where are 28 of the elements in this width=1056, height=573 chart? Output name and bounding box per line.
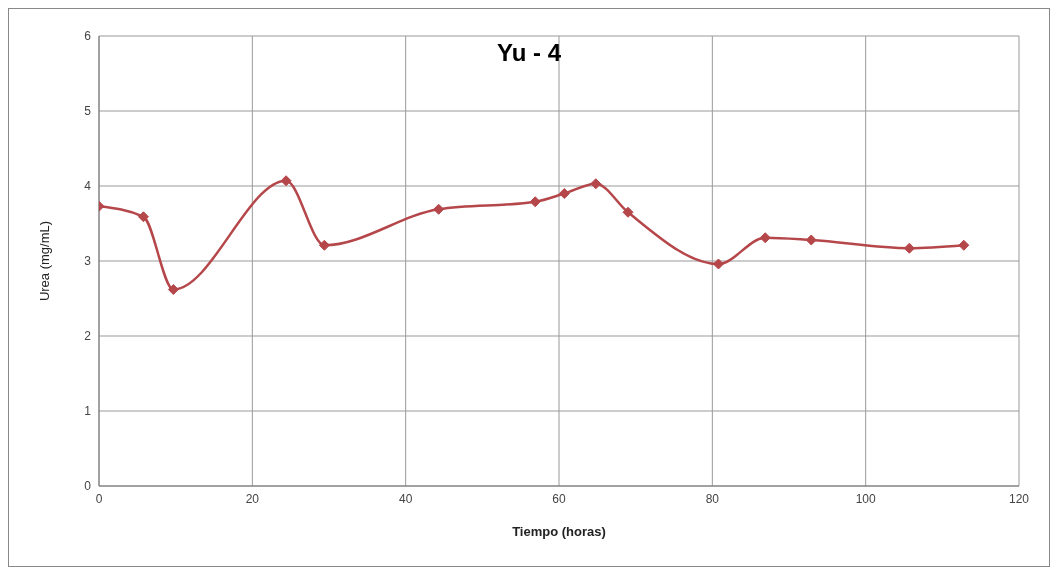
point	[529, 196, 541, 208]
point	[622, 206, 634, 218]
y-tick-label: 5	[84, 104, 92, 119]
point	[280, 175, 292, 187]
point	[759, 232, 771, 244]
x-tick-label: 20	[245, 491, 260, 506]
y-tick-label: 1	[84, 404, 92, 419]
point	[433, 203, 445, 215]
y-tick-label: 0	[84, 479, 92, 494]
x-tick-label: 80	[705, 491, 720, 506]
chart-title: Yu - 4	[496, 39, 562, 66]
point	[558, 188, 570, 199]
x-tick-label: 100	[855, 491, 876, 506]
x-tick-label: 120	[1008, 491, 1030, 506]
y-tick-label: 6	[84, 29, 92, 44]
x-tick-label: 40	[398, 491, 413, 506]
point	[167, 284, 179, 295]
point	[590, 178, 602, 190]
point	[137, 211, 149, 223]
x-tick-label: 0	[95, 491, 103, 506]
y-tick-label: 2	[84, 329, 92, 344]
y-axis-title: Urea (mg/mL)	[36, 220, 52, 302]
x-tick-label: 60	[552, 491, 566, 506]
y-tick-label: 4	[84, 179, 92, 194]
x-axis-title: Tiempo (horas)	[512, 524, 606, 539]
point	[958, 239, 970, 251]
y-tick-label: 3	[84, 254, 92, 269]
point	[318, 239, 330, 251]
